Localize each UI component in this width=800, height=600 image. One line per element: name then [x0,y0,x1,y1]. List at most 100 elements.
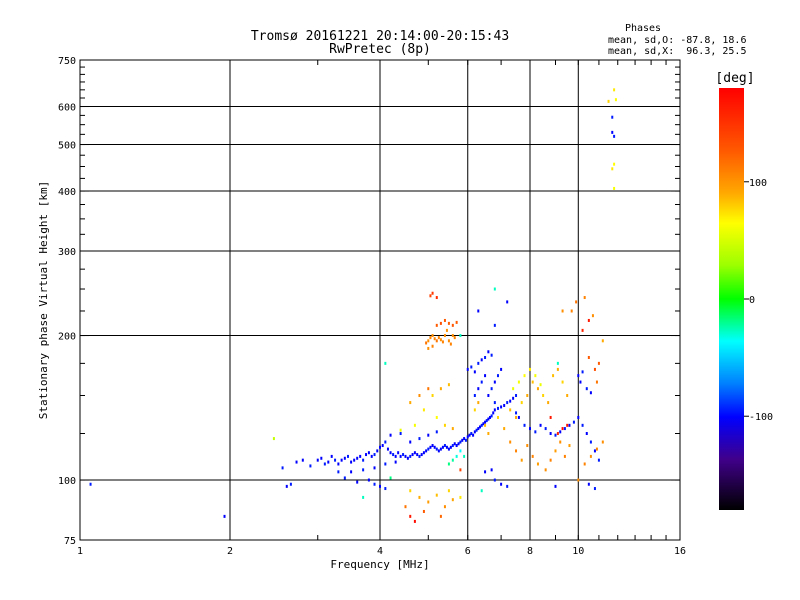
axis-ticks [79,59,681,541]
data-point [587,318,590,322]
data-point [373,453,376,457]
data-point [534,430,537,434]
data-point [455,320,458,324]
data-point [570,309,573,313]
data-point [389,433,392,437]
data-point [470,432,473,436]
data-point [487,350,490,354]
data-point [409,454,412,458]
data-point [479,425,482,429]
data-point [449,445,452,449]
y-tick-label: 200 [58,332,76,343]
data-point [566,423,569,427]
data-point [455,454,458,458]
data-point [506,484,509,488]
data-point [512,387,515,391]
data-point [484,374,487,378]
data-point [556,361,559,365]
data-point [422,509,425,513]
data-point [409,440,412,444]
data-point [409,489,412,493]
data-point [549,415,552,419]
data-point [406,456,409,460]
data-point [561,380,564,384]
data-point [539,423,542,427]
data-point [431,334,434,338]
data-point [425,449,428,453]
data-point [376,449,379,453]
data-point [459,468,462,472]
data-point [613,186,616,190]
data-point [418,437,421,441]
data-point [384,462,387,466]
data-point [435,447,438,451]
data-point [493,408,496,412]
data-point [487,432,490,436]
data-point [370,454,373,458]
data-point [526,444,529,448]
data-point [418,495,421,499]
legend-line-o: mean, sd,O: -87.8, 18.6 [608,35,746,46]
data-point [362,495,365,499]
data-point [394,454,397,458]
data-point [589,454,592,458]
data-point [581,370,584,374]
data-point [384,487,387,491]
data-point [443,505,446,509]
data-point [457,442,460,446]
data-point [455,444,458,448]
data-point [337,462,340,466]
data-point [496,406,499,410]
colorbar-tick-label: -100 [749,412,773,423]
data-point [591,314,594,318]
data-point [506,401,509,405]
data-point [611,130,614,134]
data-point [309,464,312,468]
data-point [427,339,430,343]
data-point [512,396,515,400]
data-point [515,411,518,415]
y-tick-labels: 75 100 200 300 400 500 600 750 [58,56,76,547]
data-point [413,519,416,523]
data-point [492,411,495,415]
data-point [577,374,580,378]
data-point [611,115,614,119]
data-point [607,99,610,103]
data-point [418,454,421,458]
data-point [451,444,454,448]
data-point [509,440,512,444]
data-point [343,476,346,480]
data-point [420,453,423,457]
data-point [425,341,428,345]
data-point [500,367,503,371]
x-tick-label: 1 [77,546,83,557]
data-point [554,449,557,453]
data-point [447,462,450,466]
data-point [373,482,376,486]
data-point [337,470,340,474]
data-point [556,432,559,436]
data-point [431,444,434,448]
data-point [427,500,430,504]
data-point [561,427,564,431]
colorbar-label: [deg] [715,71,754,86]
data-point [427,433,430,437]
data-point [289,482,292,486]
data-point [575,300,578,304]
data-point [379,445,381,449]
x-tick-label: 10 [572,546,584,557]
data-point [435,430,438,434]
data-point [392,453,395,457]
data-point [433,445,436,449]
data-point [431,394,434,398]
data-point [399,454,402,458]
data-point [566,394,569,398]
data-point [418,394,421,398]
data-point [453,442,456,446]
data-point [89,482,92,486]
data-point [272,437,275,441]
data-point [439,321,442,325]
data-point [422,408,425,412]
data-point [330,454,333,458]
data-point [526,394,529,398]
